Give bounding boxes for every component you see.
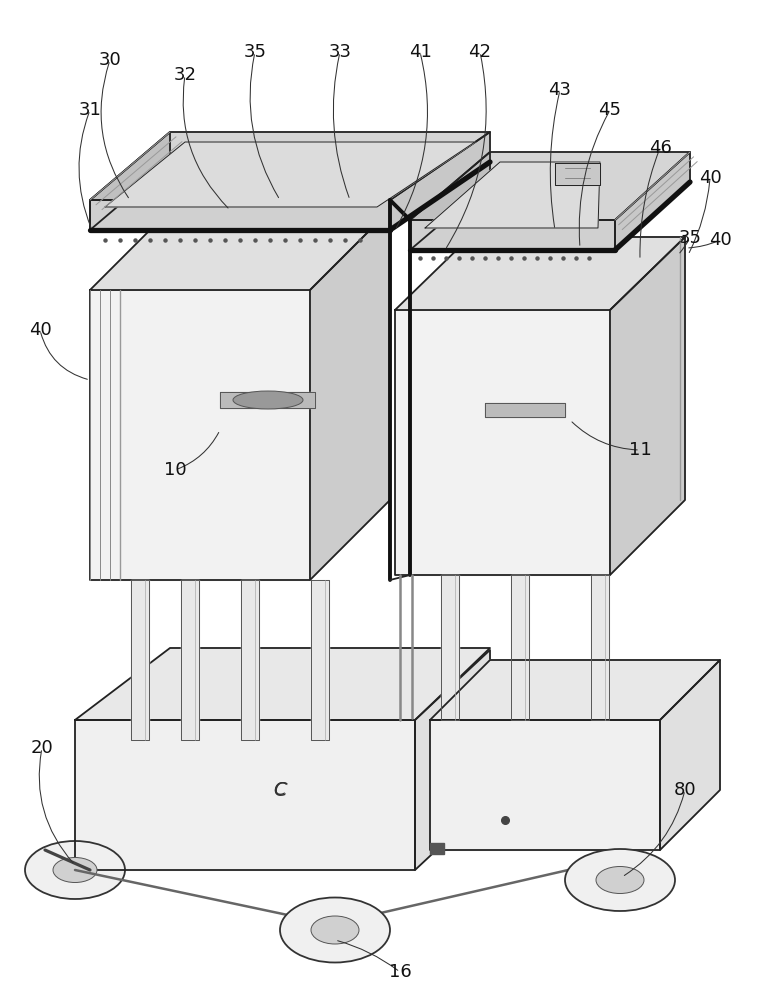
Text: 30: 30 — [99, 51, 122, 69]
Text: 41: 41 — [409, 43, 431, 61]
Polygon shape — [430, 843, 444, 854]
Text: 16: 16 — [389, 963, 411, 981]
Polygon shape — [410, 152, 690, 220]
Text: 46: 46 — [648, 139, 671, 157]
Text: C: C — [273, 780, 286, 800]
Text: 32: 32 — [173, 66, 196, 84]
Text: 33: 33 — [329, 43, 351, 61]
Text: 40: 40 — [708, 231, 731, 249]
Polygon shape — [425, 162, 600, 228]
Text: 80: 80 — [674, 781, 696, 799]
Polygon shape — [105, 142, 475, 207]
Polygon shape — [75, 648, 490, 720]
Polygon shape — [181, 580, 199, 740]
Polygon shape — [220, 392, 315, 408]
Polygon shape — [395, 310, 610, 575]
Polygon shape — [415, 650, 490, 870]
Ellipse shape — [233, 391, 303, 409]
Polygon shape — [430, 660, 720, 720]
Polygon shape — [441, 575, 459, 720]
Polygon shape — [591, 575, 609, 720]
Polygon shape — [395, 237, 685, 310]
Ellipse shape — [25, 841, 125, 899]
Polygon shape — [90, 200, 390, 230]
Polygon shape — [511, 575, 529, 720]
Polygon shape — [390, 132, 490, 230]
Text: 10: 10 — [164, 461, 186, 479]
Polygon shape — [430, 720, 660, 850]
Text: 40: 40 — [28, 321, 52, 339]
Polygon shape — [615, 152, 690, 250]
Polygon shape — [90, 132, 490, 200]
Polygon shape — [410, 220, 615, 250]
Polygon shape — [75, 720, 415, 870]
Text: 43: 43 — [548, 81, 571, 99]
Polygon shape — [410, 152, 490, 250]
Ellipse shape — [280, 898, 390, 962]
Polygon shape — [241, 580, 259, 740]
Polygon shape — [310, 210, 390, 580]
Polygon shape — [610, 237, 685, 575]
Text: 35: 35 — [243, 43, 266, 61]
Text: 20: 20 — [31, 739, 53, 757]
Ellipse shape — [311, 916, 359, 944]
Polygon shape — [555, 163, 600, 185]
Text: C: C — [273, 781, 286, 799]
Polygon shape — [90, 132, 170, 230]
Ellipse shape — [53, 857, 97, 882]
Text: 40: 40 — [698, 169, 721, 187]
Polygon shape — [660, 660, 720, 850]
Text: 45: 45 — [598, 101, 621, 119]
Ellipse shape — [596, 866, 644, 894]
Text: 11: 11 — [628, 441, 651, 459]
Polygon shape — [90, 210, 390, 290]
Polygon shape — [90, 290, 310, 580]
Text: 42: 42 — [468, 43, 491, 61]
Polygon shape — [485, 403, 565, 417]
Text: 35: 35 — [678, 229, 701, 247]
Polygon shape — [131, 580, 149, 740]
Polygon shape — [311, 580, 329, 740]
Text: 31: 31 — [79, 101, 102, 119]
Ellipse shape — [565, 849, 675, 911]
